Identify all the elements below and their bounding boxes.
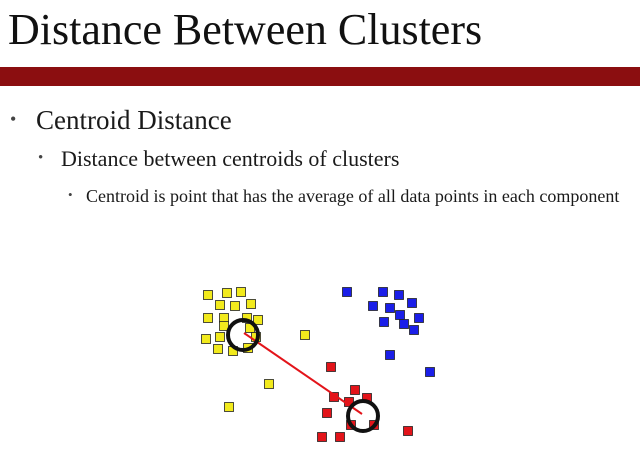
- yellow-data-point: [230, 301, 240, 311]
- yellow-data-point: [203, 313, 213, 323]
- yellow-data-point: [264, 379, 274, 389]
- yellow-data-point: [253, 315, 263, 325]
- red-data-point: [335, 432, 345, 442]
- bullet-icon: •: [38, 150, 44, 166]
- centroid-connector-line: [243, 332, 363, 415]
- slide-title: Distance Between Clusters: [8, 5, 483, 54]
- title-accent-bar: [0, 67, 640, 86]
- yellow-data-point: [215, 300, 225, 310]
- red-data-point: [403, 426, 413, 436]
- blue-data-point: [414, 313, 424, 323]
- red-data-point: [362, 393, 372, 403]
- blue-data-point: [368, 301, 378, 311]
- yellow-data-point: [215, 332, 225, 342]
- red-centroid-ring: [346, 399, 380, 433]
- blue-cluster: [342, 287, 435, 377]
- yellow-data-point: [246, 299, 256, 309]
- yellow-cluster: [201, 287, 310, 412]
- blue-data-point: [425, 367, 435, 377]
- red-data-point: [322, 408, 332, 418]
- blue-data-point: [379, 317, 389, 327]
- bullet-icon: •: [10, 109, 17, 129]
- blue-data-point: [409, 325, 419, 335]
- yellow-data-point: [251, 332, 261, 342]
- blue-data-point: [385, 303, 395, 313]
- yellow-data-point: [224, 402, 234, 412]
- bullet-text-centroid-definition: Centroid is point that has the average o…: [86, 186, 620, 206]
- red-data-point: [369, 420, 379, 430]
- yellow-data-point: [228, 346, 238, 356]
- red-data-point: [326, 362, 336, 372]
- blue-data-point: [342, 287, 352, 297]
- red-data-point: [344, 397, 354, 407]
- blue-data-point: [385, 350, 395, 360]
- red-data-point: [329, 392, 339, 402]
- yellow-data-point: [236, 287, 246, 297]
- bullet-icon: •: [68, 187, 73, 202]
- blue-data-point: [407, 298, 417, 308]
- bullet-text-centroid-distance: Centroid Distance: [36, 105, 232, 135]
- yellow-data-point: [201, 334, 211, 344]
- blue-data-point: [378, 287, 388, 297]
- blue-data-point: [395, 310, 405, 320]
- blue-data-point: [394, 290, 404, 300]
- yellow-data-point: [242, 313, 252, 323]
- yellow-data-point: [300, 330, 310, 340]
- bullet-text-distance-between-centroids: Distance between centroids of clusters: [61, 146, 400, 171]
- blue-data-point: [399, 319, 409, 329]
- red-cluster: [317, 362, 413, 442]
- red-data-point: [346, 420, 356, 430]
- red-data-point: [317, 432, 327, 442]
- yellow-data-point: [213, 344, 223, 354]
- red-data-point: [350, 385, 360, 395]
- yellow-data-point: [219, 313, 229, 323]
- yellow-data-point: [222, 288, 232, 298]
- yellow-data-point: [245, 323, 255, 333]
- yellow-data-point: [219, 321, 229, 331]
- yellow-data-point: [243, 343, 253, 353]
- yellow-data-point: [203, 290, 213, 300]
- yellow-centroid-ring: [226, 318, 260, 352]
